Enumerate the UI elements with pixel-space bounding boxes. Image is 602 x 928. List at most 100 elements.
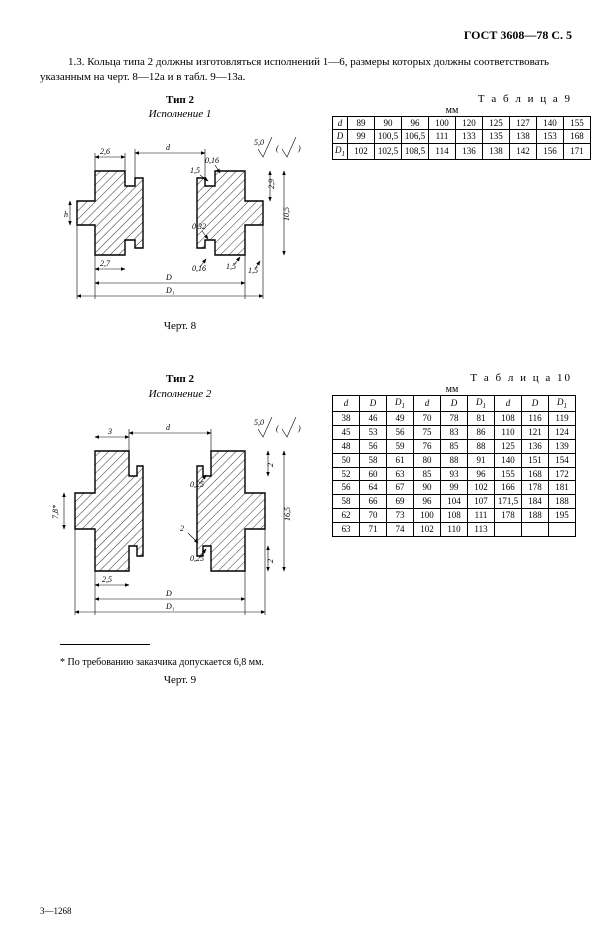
table10-cell: 93	[441, 467, 468, 481]
table10-cell: 104	[441, 495, 468, 509]
table10-cell: 63	[333, 522, 360, 536]
table10-colhdr: d	[414, 396, 441, 412]
table10-cell: 67	[387, 481, 414, 495]
exec-label-2: Исполнение 2	[149, 388, 212, 400]
table10-cell: 102	[414, 522, 441, 536]
dim-d-2: d	[166, 423, 171, 432]
surf-paren-1: (	[276, 144, 280, 153]
table9-cell: 168	[564, 130, 591, 144]
table9-cell: 125	[483, 116, 510, 130]
dim-2-5: 2,5	[102, 575, 112, 584]
section-type2-exec1: Тип 2 Исполнение 1	[40, 93, 572, 333]
table10-cell: 99	[441, 481, 468, 495]
type-label-2: Тип 2	[166, 373, 194, 385]
table10-cell: 80	[414, 453, 441, 467]
table10-cell: 166	[495, 481, 522, 495]
table9-rowhdr: d	[333, 116, 348, 130]
dim-D1-2: D₁	[165, 602, 175, 611]
table9-cell: 136	[456, 144, 483, 160]
table10-cell: 85	[441, 440, 468, 454]
table10-cell: 56	[387, 426, 414, 440]
table10-colhdr: d	[333, 396, 360, 412]
cherk-9: Черт. 9	[40, 674, 320, 686]
table10-cell: 49	[387, 412, 414, 426]
table10-cell	[522, 522, 549, 536]
dim-2-7: 2,7	[100, 259, 111, 268]
table10-cell: 155	[495, 467, 522, 481]
dim-0-25-b: 0,25	[190, 554, 204, 563]
dim-D-2: D	[165, 589, 172, 598]
dim-7-8: 7,8*	[51, 505, 60, 519]
table9-cell: 171	[564, 144, 591, 160]
table9-cell: 89	[348, 116, 375, 130]
dim-2-top: 2	[266, 463, 275, 467]
table9-cell: 108,5	[402, 144, 429, 160]
bottom-code: 3—1268	[40, 906, 72, 916]
table10-cell: 184	[522, 495, 549, 509]
table9-cell: 90	[375, 116, 402, 130]
footnote-rule	[60, 644, 150, 645]
table-9: d899096100120125127140155D99100,5106,511…	[332, 116, 591, 161]
dim-2-mid: 2	[180, 524, 184, 533]
dim-16-5: 16,5	[283, 507, 292, 521]
dim-D-1: D	[165, 273, 172, 282]
table9-cell: 99	[348, 130, 375, 144]
table10-cell: 151	[522, 453, 549, 467]
table10-cell: 188	[522, 509, 549, 523]
table10-cell: 172	[549, 467, 576, 481]
figure-title-2: Тип 2 Исполнение 2	[40, 372, 320, 401]
table10-cell: 76	[414, 440, 441, 454]
dim-2-9: 2,9	[267, 179, 276, 189]
table10-cell: 107	[468, 495, 495, 509]
table10-cell: 70	[414, 412, 441, 426]
paragraph-1-3: 1.3. Кольца типа 2 должны изготовляться …	[40, 55, 572, 85]
table10-cell: 139	[549, 440, 576, 454]
table10-cell: 125	[495, 440, 522, 454]
table10-cell: 64	[360, 481, 387, 495]
table10-cell: 110	[495, 426, 522, 440]
table9-cell: 120	[456, 116, 483, 130]
table9-cell: 102,5	[375, 144, 402, 160]
table10-cell: 56	[360, 440, 387, 454]
table10-colhdr: D	[441, 396, 468, 412]
table10-cell: 96	[414, 495, 441, 509]
table10-cell: 110	[441, 522, 468, 536]
table9-cell: 100	[429, 116, 456, 130]
table9-cell: 156	[537, 144, 564, 160]
table10-cell: 45	[333, 426, 360, 440]
table10-cell: 136	[522, 440, 549, 454]
table9-cell: 106,5	[402, 130, 429, 144]
surf-paren-1b: )	[297, 144, 301, 153]
table9-cell: 102	[348, 144, 375, 160]
dim-1-5-top: 1,5	[190, 166, 200, 175]
surf-paren-2b: )	[297, 424, 301, 433]
table10-cell: 46	[360, 412, 387, 426]
table10-cell: 38	[333, 412, 360, 426]
table10-cell: 188	[549, 495, 576, 509]
page-header: ГОСТ 3608—78 С. 5	[40, 28, 572, 43]
section-type2-exec2: Тип 2 Исполнение 2	[40, 372, 572, 686]
table9-cell: 135	[483, 130, 510, 144]
table9-cell: 140	[537, 116, 564, 130]
table9-cell: 100,5	[375, 130, 402, 144]
table10-cell: 50	[333, 453, 360, 467]
table10-cell: 181	[549, 481, 576, 495]
table10-cell	[549, 522, 576, 536]
table9-cell: 138	[483, 144, 510, 160]
table10-cell: 121	[522, 426, 549, 440]
table10-cell	[495, 522, 522, 536]
table10-cell: 124	[549, 426, 576, 440]
table10-cell: 81	[468, 412, 495, 426]
table10-cell: 88	[441, 453, 468, 467]
mm-label-1: мм	[332, 105, 572, 116]
table10-colhdr: D1	[549, 396, 576, 412]
dim-h: h	[64, 210, 68, 219]
table10-cell: 108	[495, 412, 522, 426]
type-label-1: Тип 2	[166, 94, 194, 106]
table10-cell: 48	[333, 440, 360, 454]
exec-label-1: Исполнение 1	[149, 108, 212, 120]
table10-cell: 88	[468, 440, 495, 454]
table10-cell: 83	[441, 426, 468, 440]
table9-cell: 114	[429, 144, 456, 160]
figure-9: d 3 2 16,5 0,25 2 0	[40, 401, 320, 634]
